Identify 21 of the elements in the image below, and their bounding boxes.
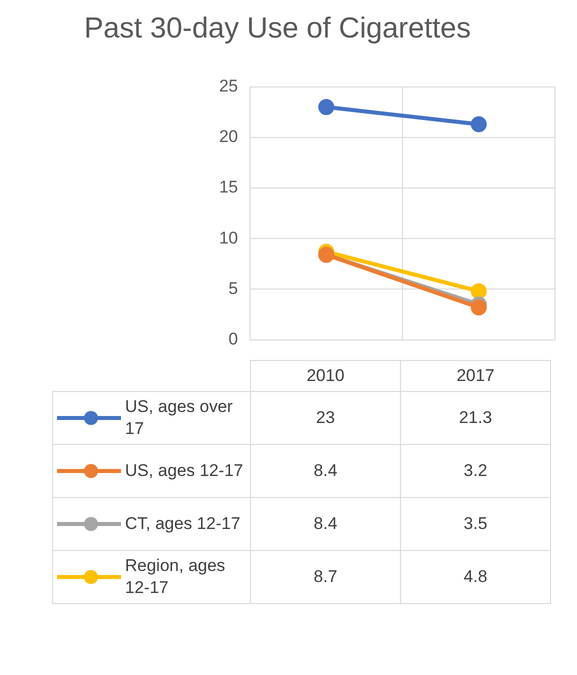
data-label: 3.5 bbox=[400, 498, 550, 550]
legend-label: Region, ages 12-17 bbox=[125, 555, 226, 599]
y-tick-label: 25 bbox=[219, 76, 238, 96]
legend-label: US, ages 12-17 bbox=[125, 460, 244, 482]
data-label: 8.4 bbox=[250, 498, 400, 550]
y-tick-label: 15 bbox=[219, 178, 238, 197]
data-label: 21.3 bbox=[400, 392, 550, 444]
chart-title: Past 30-day Use of Cigarettes bbox=[84, 12, 471, 44]
x-tick-label: 2010 bbox=[250, 360, 400, 392]
data-label: 4.8 bbox=[400, 550, 550, 604]
y-tick-label: 0 bbox=[228, 329, 238, 348]
data-label: 23 bbox=[250, 392, 400, 444]
y-tick-label: 5 bbox=[228, 278, 238, 298]
data-label: 3.2 bbox=[400, 444, 550, 498]
legend-label: CT, ages 12-17 bbox=[125, 513, 242, 535]
data-label: 8.7 bbox=[250, 550, 400, 604]
legend-label: US, ages over 17 bbox=[125, 396, 234, 440]
y-tick-label: 20 bbox=[219, 127, 238, 146]
x-tick-label: 2017 bbox=[400, 360, 550, 392]
y-tick-label: 10 bbox=[219, 228, 238, 248]
data-label: 8.4 bbox=[250, 444, 400, 498]
